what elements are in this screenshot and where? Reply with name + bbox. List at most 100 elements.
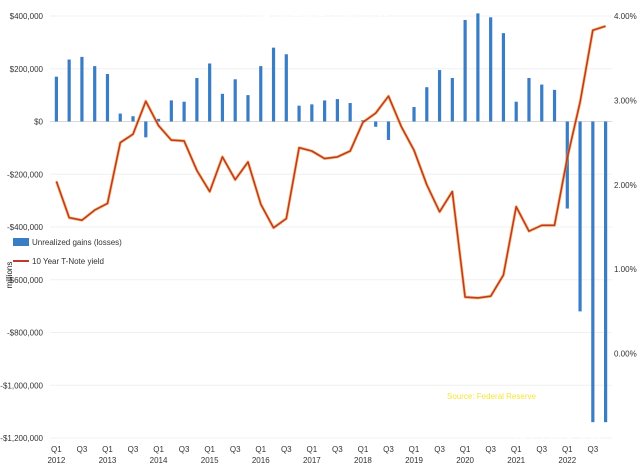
bar-22 [323, 100, 327, 122]
x-quarter-label: Q1 [153, 445, 164, 454]
y-axis-label: millions [5, 262, 14, 289]
legend: Unrealized gains (losses) 10 Year T-Note… [13, 238, 122, 266]
x-year-label: 2013 [99, 456, 117, 465]
bar-38 [527, 77, 531, 122]
bar-12 [195, 77, 199, 122]
left-tick-label: -$1,000,000 [0, 381, 43, 390]
bar-2 [67, 59, 71, 122]
bar-37 [514, 101, 518, 122]
legend-label-bars: Unrealized gains (losses) [32, 238, 122, 247]
x-quarter-label: Q1 [562, 445, 573, 454]
x-year-label: 2020 [456, 456, 474, 465]
x-year-label: 2015 [201, 456, 219, 465]
bar-5 [105, 74, 110, 122]
bar-44 [604, 121, 608, 423]
bar-26 [374, 121, 378, 127]
left-axis: $400,000 $200,000 $0 -$200,000 -$400,000 -$60… [0, 12, 43, 443]
x-year-label: 2016 [252, 456, 270, 465]
legend-swatch-bars [13, 238, 29, 246]
bar-33 [463, 19, 467, 122]
watermark: 美国宋人府 [513, 427, 602, 445]
bar-35 [489, 17, 493, 122]
bar-6 [118, 113, 122, 122]
right-tick-label: 4.00% [614, 12, 637, 21]
x-quarter-label: Q3 [179, 445, 190, 454]
bar-1 [54, 76, 58, 122]
x-quarter-label: Q3 [485, 445, 496, 454]
right-axis: 4.00% 3.00% 2.00% 1.00% 0.00% [614, 12, 637, 359]
chart-title-line-2: and 10 year T Note Yield [246, 24, 378, 38]
bar-7 [131, 116, 135, 122]
bar-21 [310, 104, 314, 122]
x-quarter-label: Q1 [102, 445, 113, 454]
bar-42 [578, 121, 582, 312]
right-tick-label: 2.00% [614, 181, 637, 190]
bar-39 [540, 84, 544, 122]
watermark-chat-icon-2 [521, 432, 533, 444]
bar-36 [501, 33, 506, 122]
left-tick-label: $200,000 [10, 65, 44, 74]
left-tick-label: -$1,200,000 [0, 434, 43, 443]
right-tick-label: 3.00% [614, 96, 637, 105]
x-quarter-label: Q3 [230, 445, 241, 454]
x-quarter-label: Q3 [383, 445, 394, 454]
left-tick-label: -$800,000 [7, 329, 44, 338]
bar-32 [450, 77, 454, 122]
x-year-label: 2022 [558, 456, 576, 465]
bar-18 [271, 47, 276, 122]
right-tick-label: 0.00% [614, 350, 637, 359]
x-quarter-label: Q3 [281, 445, 292, 454]
x-year-label: 2014 [150, 456, 168, 465]
x-year-label: 2018 [354, 456, 372, 465]
bar-14 [220, 93, 225, 122]
left-tick-label: $400,000 [10, 12, 44, 21]
x-year-label: 2012 [47, 456, 65, 465]
legend-label-line: 10 Year T-Note yield [32, 257, 104, 266]
x-quarter-label: Q3 [128, 445, 139, 454]
bar-29 [412, 106, 416, 122]
bar-13 [208, 63, 212, 122]
bar-15 [233, 79, 237, 122]
x-quarter-label: Q1 [358, 445, 369, 454]
bar-31 [437, 70, 442, 122]
bar-3 [80, 56, 84, 122]
left-tick-label: -$400,000 [7, 223, 44, 232]
x-year-label: 2017 [303, 456, 321, 465]
yield-line [55, 25, 606, 299]
left-tick-label: -$600,000 [7, 276, 44, 285]
watermark-chat-icon [513, 427, 527, 441]
bar-23 [335, 99, 339, 122]
bar-4 [93, 66, 97, 122]
bar-16 [246, 95, 250, 122]
grid-layer [50, 15, 612, 439]
x-year-label: 2019 [405, 456, 423, 465]
bar-series-layer [54, 13, 608, 423]
left-tick-label: $0 [34, 118, 43, 127]
x-quarter-label: Q3 [536, 445, 547, 454]
x-year-label: 2021 [507, 456, 525, 465]
bar-34 [476, 13, 480, 122]
bar-8 [144, 121, 148, 138]
bar-40 [552, 89, 557, 122]
x-quarter-label: Q1 [204, 445, 215, 454]
bar-27 [386, 121, 391, 140]
x-quarter-label: Q3 [332, 445, 343, 454]
x-quarter-label: Q1 [460, 445, 471, 454]
x-quarter-label: Q1 [255, 445, 266, 454]
bar-11 [182, 101, 186, 122]
x-quarter-label: Q1 [409, 445, 420, 454]
bar-19 [284, 54, 288, 122]
left-tick-label: -$200,000 [7, 170, 44, 179]
chart-title-line-1: SOMA Unrealized Gain/Loss [236, 8, 389, 22]
bar-24 [348, 103, 352, 122]
x-quarter-label: Q1 [511, 445, 522, 454]
bar-17 [259, 66, 263, 122]
x-axis: Q1 Q3 Q1 Q3 Q1 Q3 Q1 Q3 Q1 Q3 Q1 Q3 Q1 Q3 Q1 Q3 Q1 Q3 Q1 Q3… [47, 445, 598, 465]
x-quarter-label: Q1 [51, 445, 62, 454]
x-quarter-label: Q3 [77, 445, 88, 454]
right-tick-label: 1.00% [614, 265, 637, 274]
watermark-text: 美国宋人府 [537, 430, 602, 445]
source-annotation: Source: Federal Reserve [447, 392, 536, 401]
